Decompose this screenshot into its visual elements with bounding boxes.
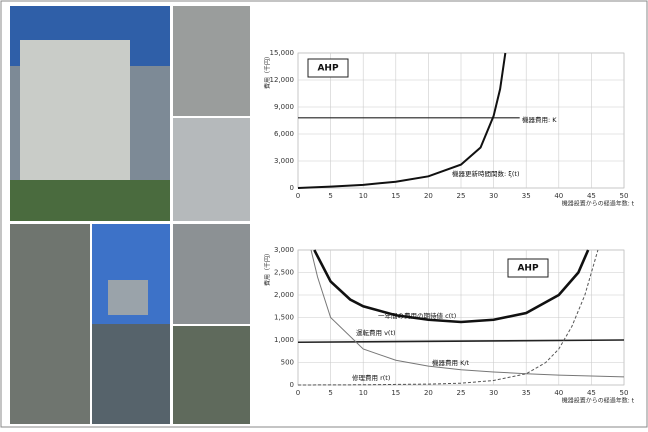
y-tick-label: 6,000 [274, 130, 294, 138]
y-tick-label: 2,500 [274, 269, 294, 277]
x-tick-label: 0 [296, 192, 300, 200]
x-tick-label: 20 [424, 389, 433, 397]
series-label: 機器費用: K [522, 115, 557, 124]
photo [173, 6, 250, 116]
x-tick-label: 50 [620, 192, 629, 200]
x-tick-label: 0 [296, 389, 300, 397]
x-tick-label: 35 [522, 192, 531, 200]
x-axis-label: 機器設置からの経過年数: t [562, 200, 635, 208]
x-tick-label: 25 [457, 389, 466, 397]
photo-ground [10, 180, 170, 221]
x-tick-label: 45 [587, 192, 596, 200]
y-tick-label: 0 [290, 184, 294, 192]
x-tick-label: 10 [359, 192, 368, 200]
photo-building [108, 280, 148, 315]
y-tick-label: 500 [281, 359, 294, 367]
y-axis-label: 費用（千円） [264, 53, 272, 89]
series-label: 一年間の費用の期待値 c(t) [378, 311, 456, 320]
series-label: 修理費用 r(t) [352, 373, 390, 382]
chart-title: AHP [517, 264, 538, 274]
photo-unit [20, 40, 130, 180]
x-tick-label: 5 [328, 389, 332, 397]
photo [173, 118, 250, 221]
x-tick-label: 25 [457, 192, 466, 200]
x-tick-label: 45 [587, 389, 596, 397]
x-tick-label: 50 [620, 389, 629, 397]
x-tick-label: 35 [522, 389, 531, 397]
chart-title: AHP [317, 64, 338, 74]
x-axis-label: 機器設置からの経過年数: t [562, 397, 635, 405]
y-tick-label: 12,000 [270, 76, 295, 84]
photo [92, 324, 170, 424]
photo [173, 224, 250, 324]
y-tick-label: 1,000 [274, 336, 294, 344]
series-label: 機器更新時間関数: ξ(t) [452, 169, 520, 178]
photo [173, 326, 250, 424]
figure: 0 3,000 6,000 9,000 12,000 15,000 0 5 10 15 20 25 30… [0, 0, 648, 428]
y-axis-label: 費用（千円） [264, 250, 272, 286]
x-tick-label: 40 [554, 192, 563, 200]
x-tick-label: 30 [489, 389, 498, 397]
x-tick-label: 5 [328, 192, 332, 200]
y-tick-label: 0 [290, 381, 294, 389]
y-tick-label: 3,000 [274, 246, 294, 254]
photo [10, 224, 90, 424]
x-tick-label: 30 [489, 192, 498, 200]
y-tick-label: 3,000 [274, 157, 294, 165]
x-tick-label: 20 [424, 192, 433, 200]
x-tick-label: 10 [359, 389, 368, 397]
x-tick-label: 40 [554, 389, 563, 397]
x-tick-label: 15 [391, 389, 400, 397]
x-tick-label: 15 [391, 192, 400, 200]
y-tick-label: 1,500 [274, 314, 294, 322]
series-label: 機器費用 K/t [432, 358, 470, 367]
series-label: 運転費用 v(t) [356, 328, 396, 337]
y-tick-label: 15,000 [270, 49, 295, 57]
y-tick-label: 9,000 [274, 103, 294, 111]
photos [10, 6, 250, 424]
y-tick-label: 2,000 [274, 291, 294, 299]
